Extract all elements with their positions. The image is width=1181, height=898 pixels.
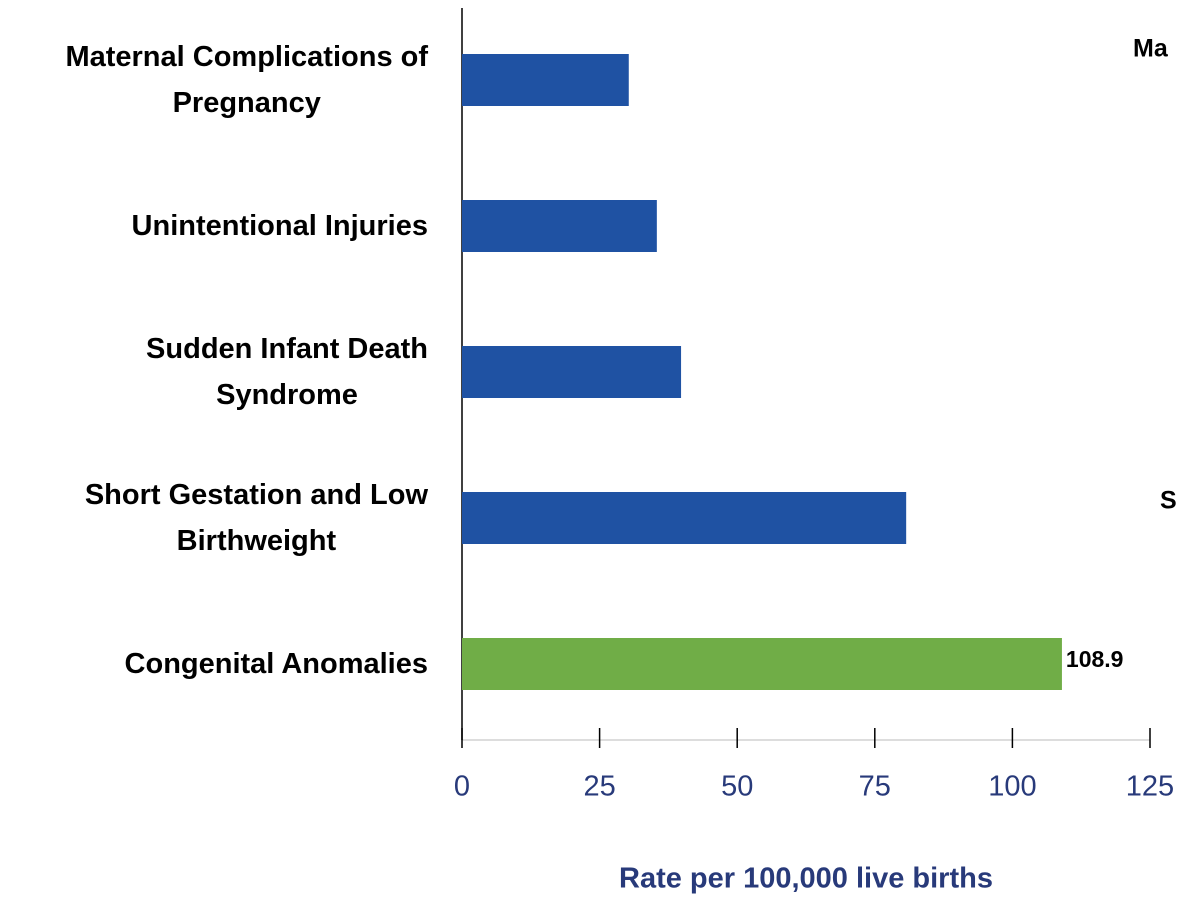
x-tick-label: 25 xyxy=(583,771,615,803)
bar xyxy=(462,54,629,106)
value-label: 108.9 xyxy=(1066,646,1124,672)
x-tick-label: 125 xyxy=(1126,771,1174,803)
x-tick-label: 75 xyxy=(859,771,891,803)
x-tick-label: 0 xyxy=(454,771,470,803)
category-label: Unintentional Injuries xyxy=(131,210,428,242)
category-label: Sudden Infant Death Syndrome xyxy=(146,333,428,411)
x-tick-label: 50 xyxy=(721,771,753,803)
category-label: Maternal Complications of Pregnancy xyxy=(65,41,428,119)
category-label: Congenital Anomalies xyxy=(124,648,428,680)
bar xyxy=(462,200,657,252)
x-tick-label: 100 xyxy=(988,771,1036,803)
annotation: S xyxy=(1160,487,1177,515)
annotation: Ma xyxy=(1133,35,1169,63)
category-label: Short Gestation and Low Birthweight xyxy=(84,479,428,557)
bar xyxy=(462,638,1062,690)
x-axis-title: Rate per 100,000 live births xyxy=(619,863,993,895)
bar xyxy=(462,492,907,544)
bar xyxy=(462,346,682,398)
